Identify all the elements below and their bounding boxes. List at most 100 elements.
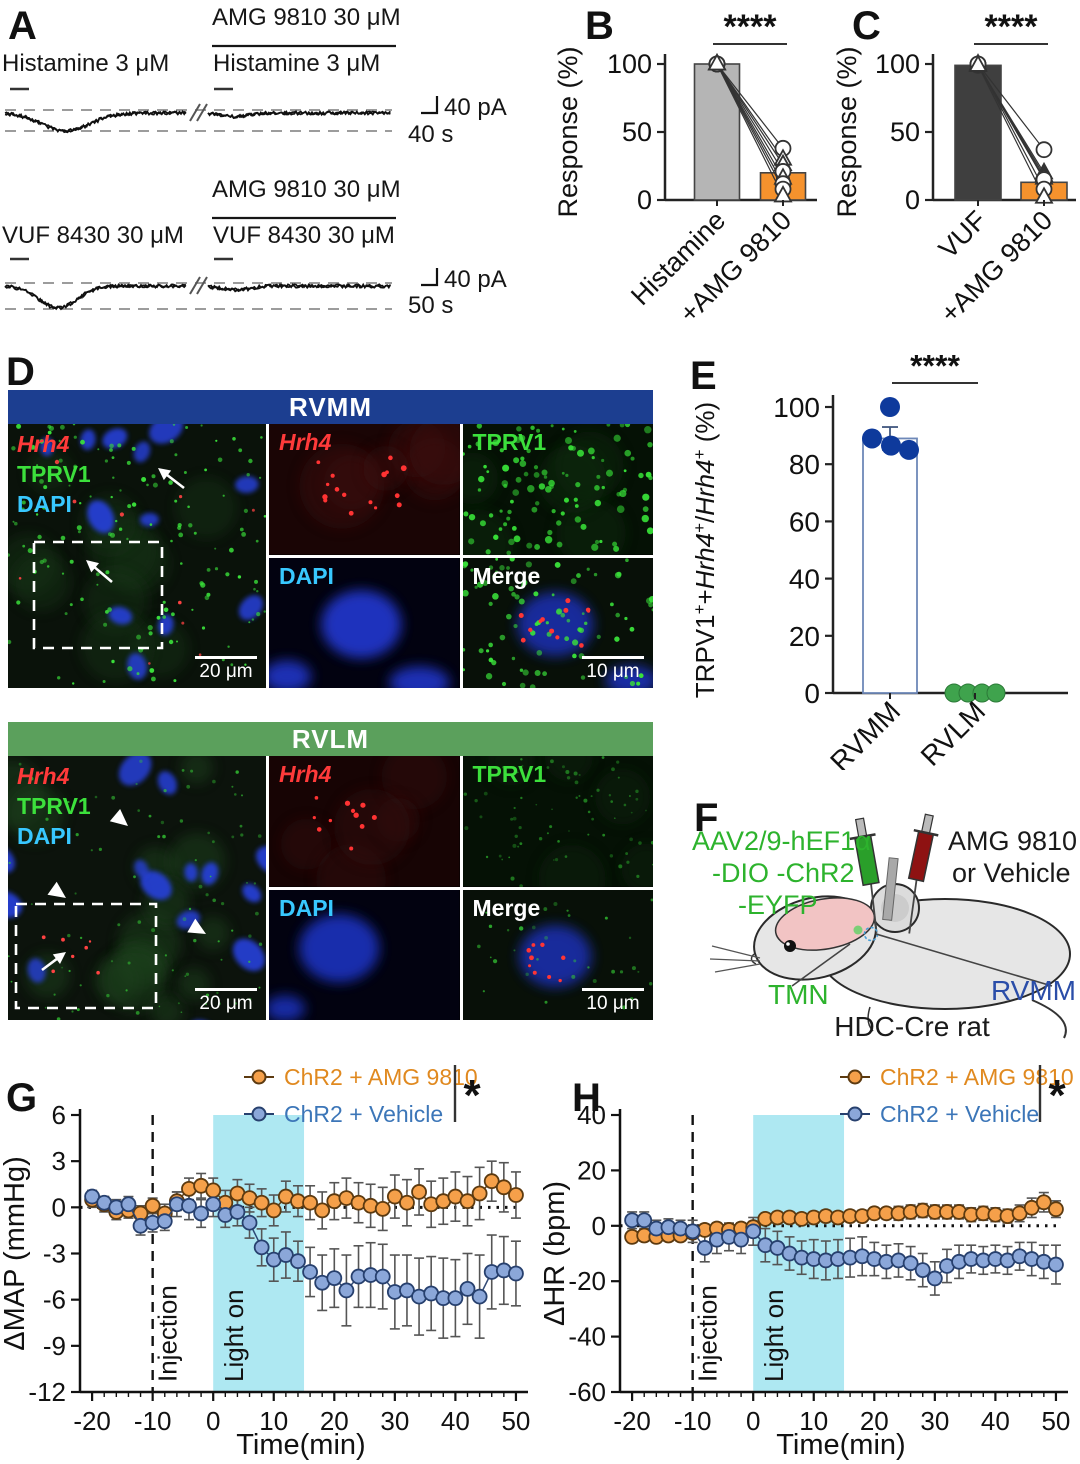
puncta xyxy=(610,767,615,772)
puncta xyxy=(47,430,52,435)
puncta xyxy=(624,852,628,855)
rvlm-tprv1-inset: TPRV1 xyxy=(462,756,653,887)
puncta xyxy=(600,458,604,463)
injection-annotation: Injection xyxy=(153,1285,183,1382)
puncta xyxy=(628,795,631,797)
puncta xyxy=(68,484,71,487)
puncta xyxy=(498,527,502,531)
puncta xyxy=(263,515,266,518)
puncta xyxy=(507,538,515,546)
puncta xyxy=(69,603,73,607)
puncta xyxy=(359,824,365,829)
puncta xyxy=(591,456,595,460)
puncta xyxy=(191,608,194,611)
puncta xyxy=(624,424,630,428)
pair-line xyxy=(977,63,1045,190)
puncta xyxy=(47,424,52,429)
puncta xyxy=(234,793,237,796)
y-tick-label: 100 xyxy=(875,49,920,79)
injection-annotation: Injection xyxy=(693,1285,723,1382)
data-point xyxy=(459,1280,476,1297)
puncta xyxy=(567,830,570,832)
puncta xyxy=(312,816,316,820)
puncta xyxy=(79,984,82,987)
puncta xyxy=(531,925,536,929)
puncta xyxy=(237,575,242,579)
puncta xyxy=(555,608,561,615)
puncta xyxy=(255,539,259,543)
puncta xyxy=(598,539,602,544)
puncta xyxy=(22,544,26,548)
x-tick-label: 40 xyxy=(981,1406,1010,1436)
puncta xyxy=(570,974,575,979)
rat-nose xyxy=(750,953,757,965)
data-point xyxy=(144,1197,161,1214)
puncta xyxy=(18,577,22,580)
puncta xyxy=(635,874,639,878)
tissue-haze xyxy=(462,509,513,555)
rvmm-image-panel: RVMM Hrh4 TPRV1 DAPI 20 μm Hrh4 TPRV1 xyxy=(8,390,653,688)
puncta xyxy=(580,674,585,680)
puncta xyxy=(127,504,132,509)
puncta xyxy=(646,441,653,448)
rvmm-tprv1-micrograph xyxy=(462,424,653,555)
puncta xyxy=(253,882,257,885)
puncta xyxy=(543,475,547,479)
puncta xyxy=(14,521,18,526)
puncta xyxy=(259,476,262,479)
puncta xyxy=(184,975,187,978)
puncta xyxy=(622,487,627,493)
puncta xyxy=(185,426,189,429)
x-tick-label: 10 xyxy=(799,1406,828,1436)
puncta xyxy=(572,958,576,962)
puncta xyxy=(162,600,166,604)
dapi-nucleus xyxy=(149,424,184,444)
puncta xyxy=(473,798,478,803)
x-tick-label: 50 xyxy=(501,1406,530,1436)
puncta xyxy=(322,494,328,500)
rvmm-tprv1-inset: TPRV1 xyxy=(462,424,653,555)
puncta xyxy=(149,523,153,526)
puncta xyxy=(511,656,515,660)
data-point xyxy=(399,1194,415,1211)
puncta xyxy=(51,969,55,974)
puncta xyxy=(506,928,509,931)
puncta xyxy=(518,612,524,618)
puncta xyxy=(88,940,92,943)
puncta xyxy=(645,471,651,478)
puncta xyxy=(468,513,475,521)
legend-label: ChR2 + Vehicle xyxy=(880,1101,1039,1127)
puncta xyxy=(80,597,84,602)
puncta xyxy=(511,525,517,531)
puncta xyxy=(206,568,211,572)
puncta xyxy=(58,439,61,442)
puncta xyxy=(207,831,210,835)
break-mark xyxy=(196,103,208,122)
puncta xyxy=(548,825,552,829)
puncta xyxy=(67,831,70,835)
data-point xyxy=(120,1196,137,1213)
puncta xyxy=(505,565,510,570)
puncta xyxy=(216,991,219,995)
x-tick-label: 0 xyxy=(746,1406,760,1436)
y-tick-label: 0 xyxy=(637,185,652,215)
dapi-nucleus xyxy=(201,862,219,885)
puncta xyxy=(499,634,505,640)
current-trace xyxy=(4,283,187,311)
y-tick-label: -9 xyxy=(43,1331,66,1361)
y-tick-label: -20 xyxy=(568,1266,606,1296)
puncta xyxy=(650,840,653,845)
data-point xyxy=(181,1197,197,1214)
puncta xyxy=(348,510,354,516)
rvlm-header: RVLM xyxy=(8,722,653,756)
dapi-nucleus xyxy=(118,756,152,786)
puncta xyxy=(498,509,503,513)
puncta xyxy=(544,536,552,544)
puncta xyxy=(172,424,176,426)
puncta xyxy=(350,808,356,814)
rvlm-hrh4-inset: Hrh4 xyxy=(269,756,460,887)
bar xyxy=(954,64,1002,201)
puncta xyxy=(529,683,535,688)
puncta xyxy=(560,511,565,516)
puncta xyxy=(193,938,197,943)
